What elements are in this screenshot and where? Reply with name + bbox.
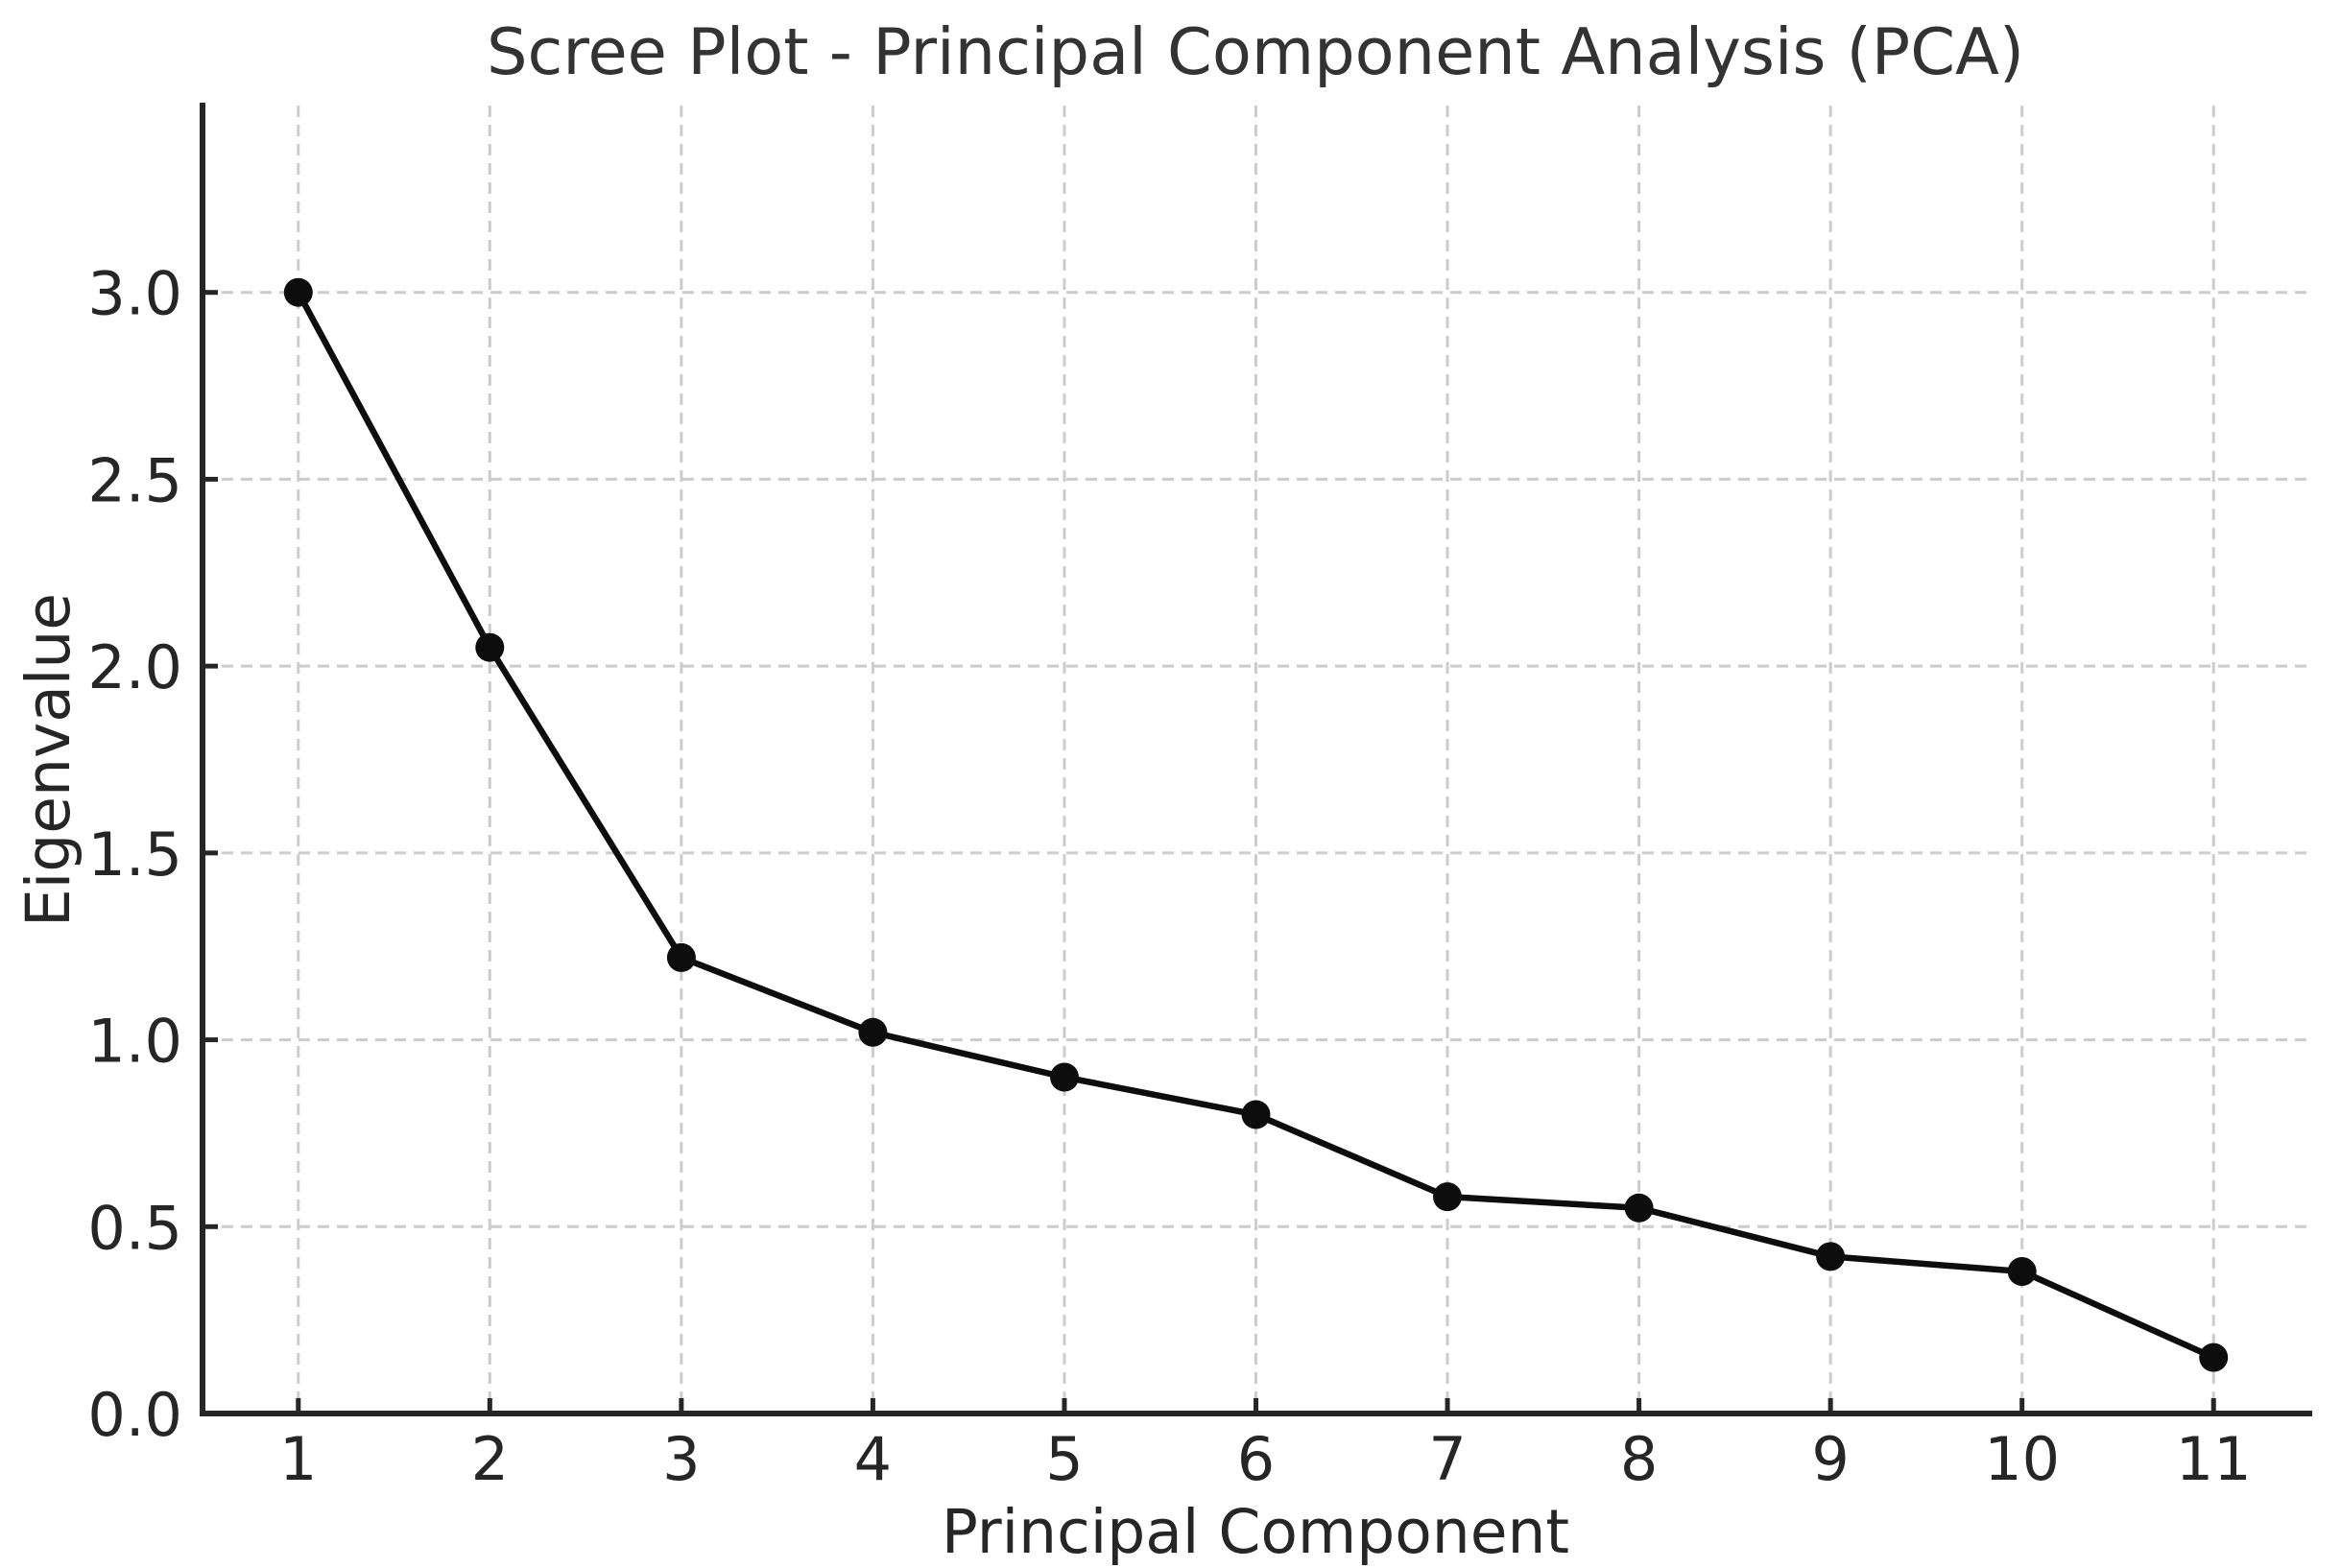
y-axis-label: Eigenvalue <box>13 593 84 927</box>
data-point-marker <box>666 942 696 972</box>
y-tick-label: 3.0 <box>87 259 182 329</box>
x-tick-label: 11 <box>2176 1424 2252 1494</box>
data-point-marker <box>2007 1257 2037 1286</box>
x-tick-label: 3 <box>662 1424 700 1494</box>
data-point-marker <box>858 1017 888 1047</box>
x-tick-label: 1 <box>279 1424 317 1494</box>
data-series <box>283 277 2229 1372</box>
y-tick-label: 0.0 <box>87 1380 182 1450</box>
data-point-marker <box>283 277 313 307</box>
data-point-marker <box>1816 1242 1846 1271</box>
data-point-marker <box>1050 1062 1079 1092</box>
tick-labels: 0.0 0.5 1.0 1.5 2.0 2.5 3.0 1 2 3 4 5 6 7 8 9 10 11 <box>87 259 2251 1494</box>
x-tick-label: 6 <box>1237 1424 1275 1494</box>
axes-spines-and-ticks <box>200 103 2312 1416</box>
y-tick-label: 0.5 <box>87 1193 182 1263</box>
x-tick-label: 10 <box>1984 1424 2060 1494</box>
data-point-marker <box>1241 1100 1271 1129</box>
y-tick-label: 1.5 <box>87 820 182 890</box>
y-tick-label: 1.0 <box>87 1007 182 1077</box>
y-tick-label: 2.5 <box>87 445 182 515</box>
x-axis-label: Principal Component <box>942 1497 1569 1567</box>
data-point-marker <box>1624 1193 1654 1223</box>
x-tick-label: 7 <box>1428 1424 1466 1494</box>
x-tick-label: 4 <box>854 1424 892 1494</box>
y-tick-label: 2.0 <box>87 632 182 702</box>
x-tick-label: 5 <box>1045 1424 1083 1494</box>
x-tick-label: 2 <box>471 1424 509 1494</box>
x-tick-label: 9 <box>1811 1424 1849 1494</box>
data-point-marker <box>2199 1342 2229 1372</box>
data-point-marker <box>1433 1182 1462 1212</box>
x-tick-label: 8 <box>1620 1424 1658 1494</box>
chart-title: Scree Plot - Principal Component Analysi… <box>487 14 2024 89</box>
gridlines <box>203 106 2309 1414</box>
data-point-marker <box>475 632 505 662</box>
